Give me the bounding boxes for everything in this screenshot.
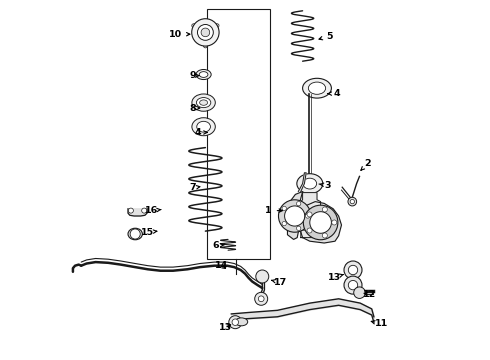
Circle shape xyxy=(310,212,331,233)
Circle shape xyxy=(322,207,327,212)
Text: 6: 6 xyxy=(212,241,224,250)
Text: 10: 10 xyxy=(170,30,190,39)
Ellipse shape xyxy=(192,118,215,136)
Polygon shape xyxy=(301,193,320,238)
Text: 4: 4 xyxy=(195,128,207,137)
Circle shape xyxy=(128,208,133,213)
Text: 4: 4 xyxy=(328,89,340,98)
Polygon shape xyxy=(128,209,147,216)
Ellipse shape xyxy=(297,174,323,194)
Circle shape xyxy=(344,276,362,294)
Text: 14: 14 xyxy=(215,261,228,270)
Circle shape xyxy=(348,280,358,290)
Circle shape xyxy=(348,265,358,275)
Text: 7: 7 xyxy=(189,184,200,193)
Circle shape xyxy=(322,233,327,238)
Ellipse shape xyxy=(196,98,211,108)
Polygon shape xyxy=(288,192,303,239)
Ellipse shape xyxy=(303,178,317,189)
Text: 12: 12 xyxy=(363,290,376,299)
Circle shape xyxy=(282,221,286,226)
Circle shape xyxy=(350,199,354,204)
Ellipse shape xyxy=(128,228,143,240)
Circle shape xyxy=(354,287,365,298)
Text: 2: 2 xyxy=(361,159,371,170)
Polygon shape xyxy=(298,173,306,192)
Circle shape xyxy=(344,261,362,279)
Text: 5: 5 xyxy=(319,32,333,41)
Text: 13: 13 xyxy=(219,323,232,332)
Circle shape xyxy=(256,270,269,283)
Circle shape xyxy=(348,197,357,206)
Circle shape xyxy=(296,226,301,230)
Circle shape xyxy=(142,208,147,213)
Circle shape xyxy=(232,319,239,325)
Ellipse shape xyxy=(235,318,248,326)
Circle shape xyxy=(130,229,140,239)
Text: 8: 8 xyxy=(189,104,200,113)
Circle shape xyxy=(258,296,264,302)
Circle shape xyxy=(278,200,311,232)
Ellipse shape xyxy=(303,78,331,98)
Circle shape xyxy=(305,214,310,218)
Circle shape xyxy=(192,19,219,46)
Ellipse shape xyxy=(192,94,215,111)
Circle shape xyxy=(307,228,312,233)
Circle shape xyxy=(229,316,242,329)
Text: 9: 9 xyxy=(189,71,199,80)
Circle shape xyxy=(255,292,268,305)
Text: 17: 17 xyxy=(271,278,288,287)
Circle shape xyxy=(303,205,338,240)
Text: 15: 15 xyxy=(141,228,157,237)
Text: 13: 13 xyxy=(328,273,343,282)
Ellipse shape xyxy=(308,82,326,94)
Ellipse shape xyxy=(196,69,211,80)
Ellipse shape xyxy=(214,24,219,28)
Circle shape xyxy=(201,28,210,37)
Ellipse shape xyxy=(199,100,208,105)
Circle shape xyxy=(296,202,301,206)
Text: 3: 3 xyxy=(319,181,331,190)
Circle shape xyxy=(332,220,337,225)
Circle shape xyxy=(282,206,286,211)
Ellipse shape xyxy=(192,24,197,28)
Text: 16: 16 xyxy=(145,206,161,215)
Polygon shape xyxy=(300,202,342,243)
Circle shape xyxy=(307,212,312,217)
Ellipse shape xyxy=(197,121,210,132)
Bar xyxy=(207,9,270,259)
Text: 11: 11 xyxy=(371,320,388,328)
Text: 1: 1 xyxy=(265,206,282,215)
Circle shape xyxy=(197,24,213,40)
Ellipse shape xyxy=(203,42,208,48)
Circle shape xyxy=(285,206,305,226)
Ellipse shape xyxy=(199,72,208,77)
